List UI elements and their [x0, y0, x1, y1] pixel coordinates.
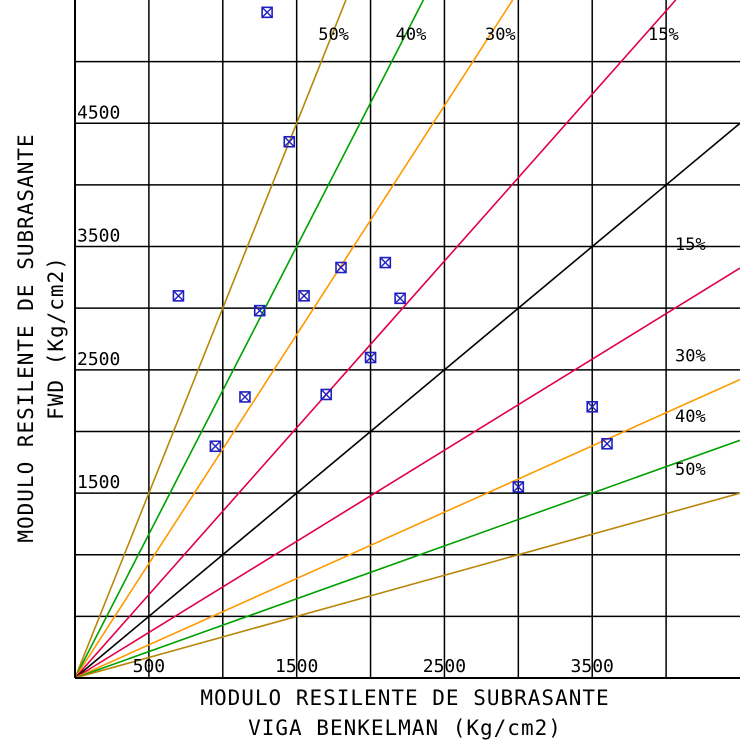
- percent-labels: 50%40%30%15%0%15%30%40%50%: [318, 25, 706, 480]
- x-axis-title-line1: MODULO RESILENTE DE SUBRASANTE: [200, 686, 609, 710]
- data-point: [512, 481, 525, 493]
- data-point: [394, 292, 406, 305]
- reference-line: [74, 267, 740, 679]
- data-point: [283, 135, 296, 148]
- y-tick-label: 1500: [77, 472, 120, 493]
- reference-line: [74, 0, 425, 679]
- y-axis-title-line1: MODULO RESILENTE DE SUBRASANTE: [14, 133, 38, 542]
- percent-label: 40%: [396, 25, 427, 45]
- x-tick-label: 3500: [571, 656, 614, 677]
- percent-label: 40%: [675, 407, 706, 427]
- data-point: [586, 400, 599, 413]
- data-point: [239, 391, 251, 403]
- percent-label: 30%: [485, 25, 516, 45]
- percent-label: 30%: [675, 347, 706, 367]
- data-point: [261, 6, 273, 19]
- y-tick-label: 3500: [77, 226, 120, 247]
- data-point: [364, 351, 377, 364]
- x-tick-label: 500: [133, 656, 166, 677]
- reference-line: [74, 0, 347, 679]
- reference-line: [74, 0, 677, 679]
- reference-line: [74, 439, 740, 679]
- data-point: [601, 437, 613, 450]
- x-tick-label: 2500: [423, 656, 466, 677]
- y-tick-label: 4500: [77, 102, 120, 123]
- percent-label: 50%: [675, 460, 706, 480]
- reference-line: [74, 0, 514, 679]
- y-axis-title-line2: FWD (Kg/cm2): [44, 256, 68, 420]
- x-tick-label: 1500: [275, 656, 318, 677]
- reference-line: [74, 378, 740, 679]
- percent-label: 15%: [675, 235, 706, 255]
- data-points: [172, 6, 613, 493]
- reference-lines: [74, 0, 740, 679]
- data-point: [379, 256, 392, 269]
- percent-label: 50%: [318, 25, 349, 45]
- data-point: [172, 290, 185, 302]
- data-point: [320, 388, 333, 401]
- percent-label: 15%: [648, 25, 679, 45]
- reference-line: [74, 122, 740, 679]
- data-point: [298, 290, 310, 302]
- plot-frame: [74, 0, 740, 679]
- data-point: [335, 261, 347, 274]
- x-tick-labels: 500 1500 2500 3500: [133, 656, 614, 677]
- data-point: [253, 304, 266, 317]
- grid-lines: [75, 0, 740, 678]
- y-tick-labels: 1500 2500 3500 4500: [77, 102, 120, 493]
- reference-line: [74, 492, 740, 679]
- y-tick-label: 2500: [77, 349, 120, 370]
- data-point: [209, 440, 222, 453]
- x-axis-title-line2: VIGA BENKELMAN (Kg/cm2): [248, 716, 562, 740]
